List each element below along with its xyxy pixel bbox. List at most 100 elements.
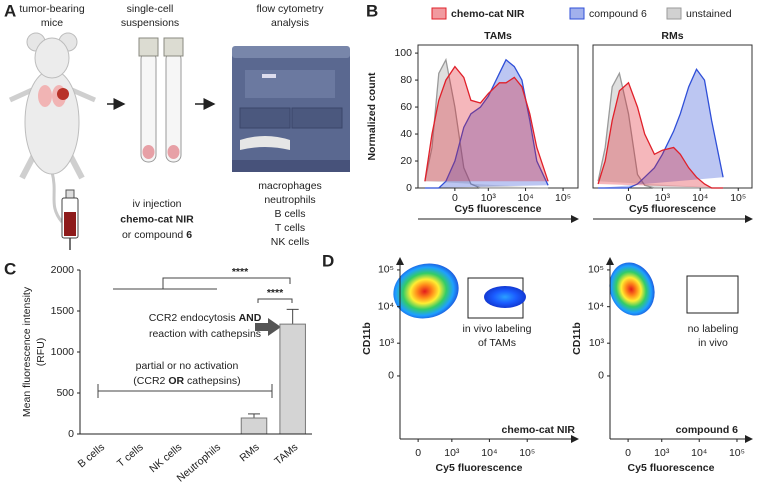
x-tick-label: 10⁴ xyxy=(481,447,497,459)
y-tick-label: 1500 xyxy=(51,305,75,317)
legend-label: chemo-cat NIR xyxy=(451,8,525,20)
y-tick-label: 0 xyxy=(388,370,394,382)
annotation: reaction with cathepsins xyxy=(149,328,261,340)
panel-label: D xyxy=(322,251,334,270)
step-label: flow cytometry xyxy=(256,3,324,15)
y-axis-label: Normalized count xyxy=(366,72,378,161)
legend-label: compound 6 xyxy=(589,8,647,20)
y-tick-label: 0 xyxy=(406,182,412,194)
x-tick-label: 0 xyxy=(626,192,632,204)
density-plot xyxy=(393,262,739,319)
x-tick-label: 0 xyxy=(415,447,421,459)
bar xyxy=(240,417,268,435)
y-tick-label: 60 xyxy=(400,101,412,113)
annotation: CCR2 endocytosis AND xyxy=(149,312,262,324)
x-tick-label: 10⁵ xyxy=(555,192,571,204)
x-tick-label: 10⁵ xyxy=(730,192,746,204)
x-tick-label: 10⁵ xyxy=(519,447,535,459)
annotation-part: (CCR2 xyxy=(133,375,168,387)
gate-label: no labeling xyxy=(688,323,739,335)
y-tick-label: 20 xyxy=(400,155,412,167)
cell-type: B cells xyxy=(275,208,306,220)
step-label: mice xyxy=(41,17,63,29)
cell-type: macrophages xyxy=(258,180,322,192)
x-tick-label: 10⁵ xyxy=(729,447,745,459)
x-tick-label: 10⁴ xyxy=(692,192,708,204)
legend-swatch xyxy=(431,7,447,20)
y-tick-label: 10⁴ xyxy=(378,300,394,312)
x-tick-label: TAMs xyxy=(272,441,300,467)
annotation-part: AND xyxy=(239,312,262,324)
legend-swatch xyxy=(569,7,585,20)
cytometer xyxy=(232,46,350,172)
y-tick-label: 100 xyxy=(394,47,412,59)
x-axis-label: Cy5 fluorescence xyxy=(629,203,716,215)
x-tick-label: 10³ xyxy=(654,447,670,459)
step-label: tumor-bearing xyxy=(19,3,85,15)
significance: **** xyxy=(267,287,284,299)
annotation-part: CCR2 endocytosis xyxy=(149,312,239,324)
y-axis-label: Mean fluorescence intensity xyxy=(21,286,33,417)
y-tick-label: 10³ xyxy=(379,337,395,349)
x-tick-label: NK cells xyxy=(147,441,184,475)
injection-label: or compound 6 xyxy=(122,229,192,241)
x-tick-label: 10⁴ xyxy=(517,192,533,204)
chart-title: RMs xyxy=(661,30,683,42)
y-tick-label: 10⁵ xyxy=(588,264,604,276)
injection-label: iv injection xyxy=(132,198,181,210)
annotation: (CCR2 OR cathepsins) xyxy=(133,375,240,387)
significance: **** xyxy=(232,266,249,278)
cell-type: T cells xyxy=(275,222,305,234)
step-label: single-cell xyxy=(127,3,174,15)
x-tick-label: 10³ xyxy=(444,447,460,459)
gate-label: in vivo xyxy=(698,337,728,349)
sample-label: compound 6 xyxy=(676,424,739,436)
histogram-area xyxy=(424,65,549,182)
cell-type: NK cells xyxy=(271,236,310,248)
sample-label: chemo-cat NIR xyxy=(501,424,575,436)
annotation: partial or no activation xyxy=(136,360,239,372)
step-label: suspensions xyxy=(121,17,179,29)
y-axis-label: CD11b xyxy=(361,322,373,355)
legend-swatch xyxy=(666,7,682,20)
y-tick-label: 0 xyxy=(598,370,604,382)
y-tick-label: 1000 xyxy=(51,346,75,358)
cell-type: neutrophils xyxy=(264,194,315,206)
injection-label-part: 6 xyxy=(186,229,192,241)
tubes xyxy=(138,37,184,163)
y-tick-label: 40 xyxy=(400,128,412,140)
x-tick-label: T cells xyxy=(115,441,146,470)
syringe xyxy=(61,189,79,250)
histogram-area xyxy=(597,81,724,189)
y-tick-label: 0 xyxy=(68,428,74,440)
x-tick-label: RMs xyxy=(237,441,261,464)
y-tick-label: 500 xyxy=(56,387,74,399)
y-tick-label: 10⁵ xyxy=(378,264,394,276)
x-tick-label: 0 xyxy=(452,192,458,204)
gate-label: in vivo labeling xyxy=(463,323,532,335)
y-tick-label: 80 xyxy=(400,74,412,86)
x-tick-label: B cells xyxy=(76,441,107,470)
gate-label: of TAMs xyxy=(478,337,516,349)
injection-label: chemo-cat NIR xyxy=(120,213,194,225)
x-tick-label: 10³ xyxy=(655,192,671,204)
panel-label: A xyxy=(4,1,16,20)
y-axis-label: (RFU) xyxy=(35,338,47,367)
mouse xyxy=(8,32,96,223)
x-axis-label: Cy5 fluorescence xyxy=(436,462,523,474)
annotation-part: OR xyxy=(168,375,184,387)
x-tick-label: 0 xyxy=(625,447,631,459)
y-tick-label: 10³ xyxy=(589,337,605,349)
legend-label: unstained xyxy=(686,8,732,20)
y-tick-label: 2000 xyxy=(51,264,75,276)
panel-label: C xyxy=(4,259,16,278)
arrow xyxy=(255,318,281,336)
x-tick-label: 10⁴ xyxy=(691,447,707,459)
panel-label: B xyxy=(366,1,378,20)
x-axis-label: Cy5 fluorescence xyxy=(628,462,715,474)
step-label: analysis xyxy=(271,17,309,29)
injection-label-part: or compound xyxy=(122,229,186,241)
x-tick-label: 10³ xyxy=(481,192,497,204)
